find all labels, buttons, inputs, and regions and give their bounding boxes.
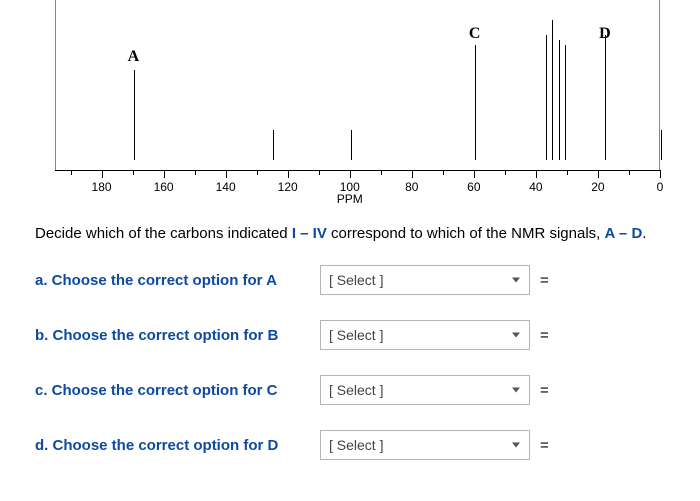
- question-row: c. Choose the correct option for C [ Sele…: [35, 375, 549, 405]
- peak-label: D: [599, 25, 611, 43]
- axis-tick-major: [350, 170, 351, 178]
- axis-tick-major: [288, 170, 289, 178]
- axis-tick-label: 60: [467, 180, 480, 194]
- axis-tick-major: [102, 170, 103, 178]
- nmr-peak: [475, 45, 476, 160]
- instruction-prefix: Decide which of the carbons indicated: [35, 225, 292, 242]
- nmr-peak: [134, 70, 135, 160]
- axis-tick-major: [226, 170, 227, 178]
- nmr-peak: [273, 130, 274, 160]
- instruction-text: Decide which of the carbons indicated I …: [35, 225, 646, 242]
- axis-tick-label: 160: [154, 180, 174, 194]
- axis-tick-label: 140: [216, 180, 236, 194]
- axis-tick-major: [412, 170, 413, 178]
- equals-sign: =: [540, 382, 549, 399]
- axis-line: [55, 170, 660, 171]
- instruction-mid: correspond to which of the NMR signals,: [327, 225, 605, 242]
- instruction-roman: I – IV: [292, 225, 327, 242]
- axis-tick-major: [474, 170, 475, 178]
- nmr-peak: [605, 35, 606, 160]
- equals-sign: =: [540, 437, 549, 454]
- axis-tick-minor: [71, 170, 72, 175]
- question-row: b. Choose the correct option for B [ Sele…: [35, 320, 549, 350]
- axis-tick-label: 20: [591, 180, 604, 194]
- axis-tick-label: 40: [529, 180, 542, 194]
- axis-tick-minor: [195, 170, 196, 175]
- axis-tick-minor: [381, 170, 382, 175]
- axis-tick-label: 120: [278, 180, 298, 194]
- nmr-spectrum: A C D: [55, 0, 660, 170]
- axis-tick-major: [598, 170, 599, 178]
- axis-tick-minor: [319, 170, 320, 175]
- axis-tick-major: [660, 170, 661, 178]
- instruction-suffix: .: [642, 225, 646, 242]
- axis-tick-minor: [133, 170, 134, 175]
- axis-tick-minor: [567, 170, 568, 175]
- axis-tick-minor: [505, 170, 506, 175]
- axis-tick-minor: [443, 170, 444, 175]
- axis-title: PPM: [337, 192, 363, 206]
- question-label: a. Choose the correct option for A: [35, 272, 310, 289]
- equals-sign: =: [540, 272, 549, 289]
- axis-tick-minor: [257, 170, 258, 175]
- nmr-peak: [351, 130, 352, 160]
- question-label: b. Choose the correct option for B: [35, 327, 310, 344]
- equals-sign: =: [540, 327, 549, 344]
- question-row: d. Choose the correct option for D [ Sele…: [35, 430, 549, 460]
- ppm-axis: 020406080120140160180100PPM: [55, 170, 660, 190]
- peak-label: A: [128, 48, 140, 66]
- nmr-peak: [559, 40, 560, 160]
- instruction-letters: A – D: [604, 225, 642, 242]
- answer-select[interactable]: [ Select ]: [320, 265, 530, 295]
- answer-select[interactable]: [ Select ]: [320, 320, 530, 350]
- peak-label: C: [469, 25, 481, 43]
- axis-tick-minor: [629, 170, 630, 175]
- axis-tick-label: 80: [405, 180, 418, 194]
- nmr-peak: [661, 130, 662, 160]
- axis-tick-major: [164, 170, 165, 178]
- question-label: d. Choose the correct option for D: [35, 437, 310, 454]
- nmr-peak: [565, 45, 566, 160]
- axis-tick-label: 180: [92, 180, 112, 194]
- axis-tick-major: [536, 170, 537, 178]
- nmr-peak: [546, 35, 547, 160]
- nmr-peak: [552, 20, 553, 160]
- answer-select[interactable]: [ Select ]: [320, 430, 530, 460]
- question-row: a. Choose the correct option for A [ Sele…: [35, 265, 549, 295]
- axis-tick-label: 0: [657, 180, 664, 194]
- question-label: c. Choose the correct option for C: [35, 382, 310, 399]
- answer-select[interactable]: [ Select ]: [320, 375, 530, 405]
